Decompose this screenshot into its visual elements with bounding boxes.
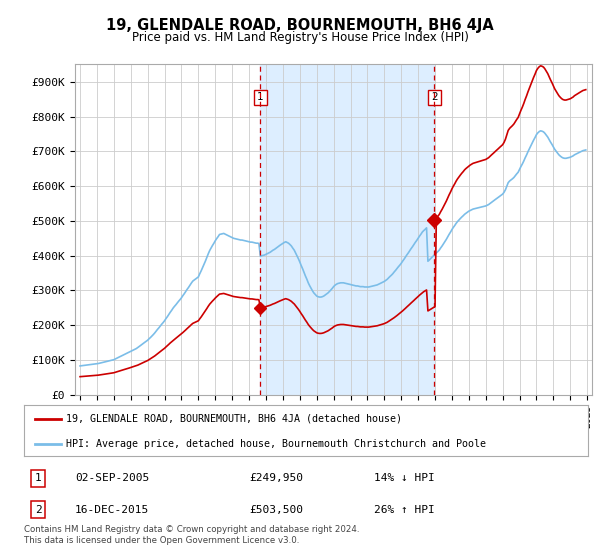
- Text: 26% ↑ HPI: 26% ↑ HPI: [374, 505, 434, 515]
- Text: HPI: Average price, detached house, Bournemouth Christchurch and Poole: HPI: Average price, detached house, Bour…: [66, 438, 487, 449]
- Text: 16-DEC-2015: 16-DEC-2015: [75, 505, 149, 515]
- Text: 2: 2: [35, 505, 41, 515]
- Text: £249,950: £249,950: [250, 473, 304, 483]
- Text: 1: 1: [35, 473, 41, 483]
- Text: 19, GLENDALE ROAD, BOURNEMOUTH, BH6 4JA: 19, GLENDALE ROAD, BOURNEMOUTH, BH6 4JA: [106, 18, 494, 33]
- Text: £503,500: £503,500: [250, 505, 304, 515]
- Text: 14% ↓ HPI: 14% ↓ HPI: [374, 473, 434, 483]
- Text: 02-SEP-2005: 02-SEP-2005: [75, 473, 149, 483]
- Text: 2: 2: [431, 92, 437, 102]
- Text: Price paid vs. HM Land Registry's House Price Index (HPI): Price paid vs. HM Land Registry's House …: [131, 31, 469, 44]
- Text: Contains HM Land Registry data © Crown copyright and database right 2024.
This d: Contains HM Land Registry data © Crown c…: [24, 525, 359, 545]
- Bar: [260, 64, 434, 395]
- Text: 19, GLENDALE ROAD, BOURNEMOUTH, BH6 4JA (detached house): 19, GLENDALE ROAD, BOURNEMOUTH, BH6 4JA …: [66, 414, 403, 424]
- Text: 1: 1: [257, 92, 264, 102]
